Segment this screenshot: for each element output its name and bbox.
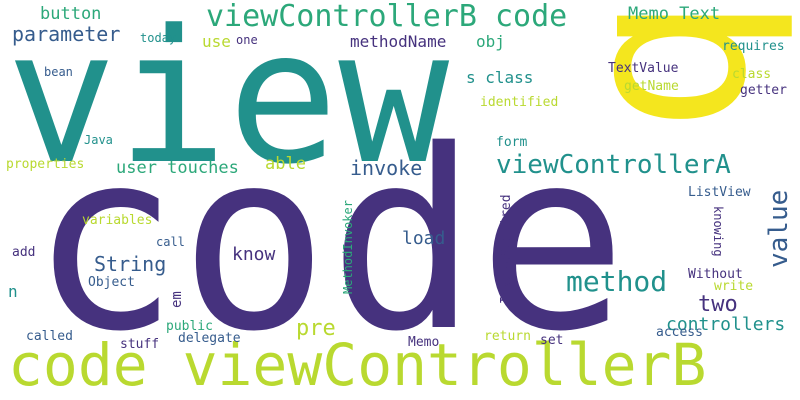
word-write: write	[714, 279, 754, 294]
word-user-touches: user touches	[116, 158, 239, 178]
word-invoke: invoke	[350, 156, 423, 180]
word-getter: getter	[740, 83, 787, 98]
word-code-viewcontrollerb: code viewControllerB	[8, 331, 707, 399]
word-variables: variables	[82, 213, 153, 228]
word-listview: ListView	[688, 185, 751, 200]
word-methodinvoker: MethodInvoker	[341, 200, 355, 294]
word-return: return	[484, 329, 531, 344]
word-form: form	[496, 135, 528, 150]
word-viewcontrollerb-code: viewControllerB code	[206, 0, 568, 34]
word-knowing: knowing	[711, 206, 725, 257]
word-view: view	[6, 0, 450, 205]
word-set: set	[540, 333, 564, 348]
word-button: button	[40, 4, 102, 24]
word-code-large: code	[30, 98, 628, 386]
word-n: n	[8, 282, 18, 301]
word-use: use	[202, 32, 231, 51]
word-object: Object	[88, 275, 135, 290]
word-memo: Memo	[408, 335, 440, 350]
word-java: Java	[84, 133, 113, 147]
word-without: Without	[688, 267, 743, 282]
word-called: called	[26, 329, 73, 344]
word-able: able	[265, 154, 306, 174]
word-class: class	[732, 67, 772, 82]
word-value: value	[764, 189, 794, 268]
word-getname: getName	[624, 79, 679, 94]
word-parameter: parameter	[12, 22, 121, 46]
word-stuff: stuff	[120, 337, 160, 352]
word-today: today	[140, 31, 177, 45]
word-memo-text: Memo Text	[628, 4, 721, 24]
word-requires: requires	[722, 39, 785, 54]
word-delegate: delegate	[178, 331, 241, 346]
word-invokerequired: InvokeRequired	[499, 194, 514, 304]
word-em: em	[169, 291, 185, 308]
word-controllers: controllers	[666, 314, 786, 335]
word-call: call	[156, 235, 185, 249]
word-two: two	[698, 292, 738, 317]
word-bean: bean	[44, 65, 73, 79]
word-s-class: s class	[466, 68, 534, 87]
word-textvalue: TextValue	[608, 61, 679, 76]
word-load: load	[402, 228, 446, 249]
word-one: one	[236, 33, 258, 47]
word-public: public	[166, 319, 213, 334]
word-viewcontrollera: viewControllerA	[496, 150, 731, 180]
word-know: know	[232, 244, 276, 265]
word-string: String	[94, 252, 167, 276]
word-pre: pre	[296, 316, 336, 341]
word-add: add	[12, 245, 36, 260]
word-identified: identified	[480, 95, 559, 110]
word-methodname: methodName	[350, 32, 447, 51]
word-properties: properties	[6, 157, 85, 172]
word-method: method	[566, 265, 668, 298]
word-obj: obj	[476, 32, 505, 51]
word-access: access	[656, 325, 703, 340]
